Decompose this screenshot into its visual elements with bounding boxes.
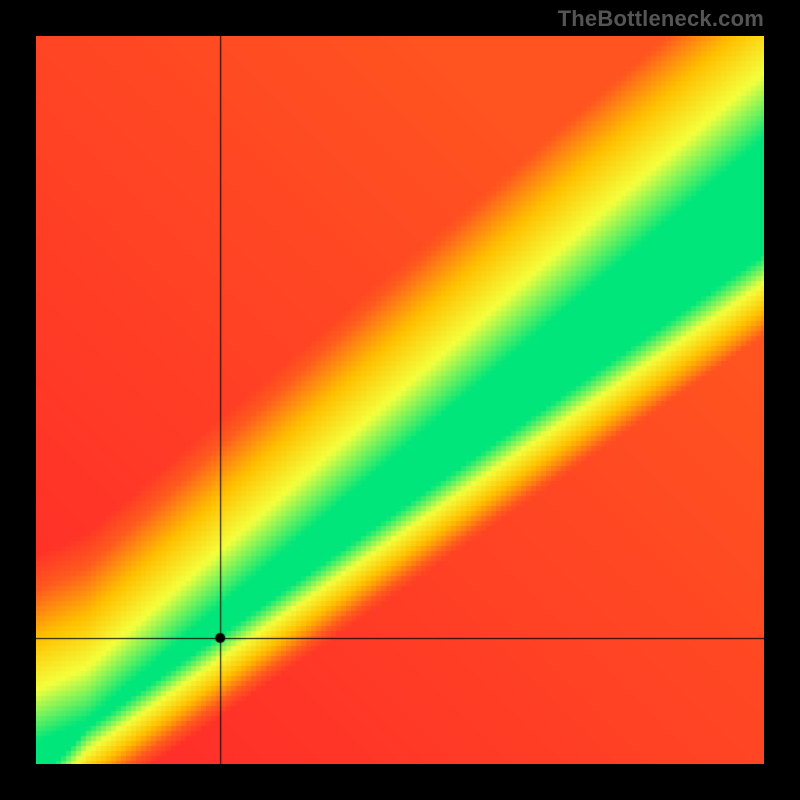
bottleneck-heatmap-canvas — [36, 36, 764, 764]
chart-frame: TheBottleneck.com — [0, 0, 800, 800]
watermark-text: TheBottleneck.com — [558, 6, 764, 32]
